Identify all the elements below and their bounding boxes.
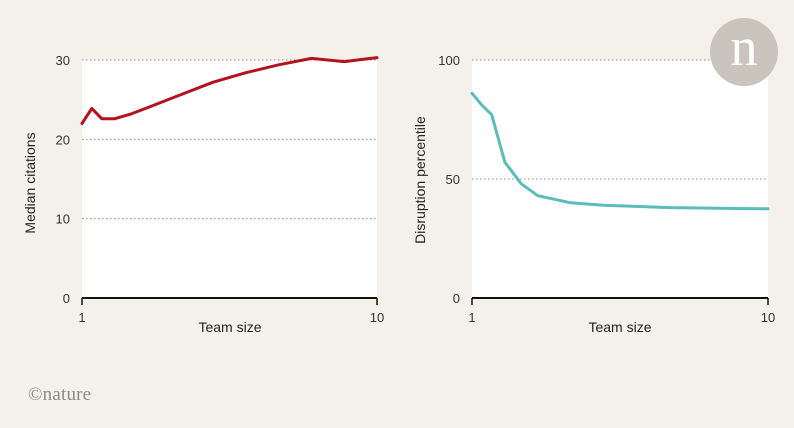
- series-line: [470, 91, 770, 211]
- y-tick-labels: 0 10 20 30: [56, 53, 70, 306]
- x-tick-label-last: 10: [761, 310, 775, 325]
- gridlines: [472, 59, 768, 180]
- x-tick-label-first: 1: [468, 310, 475, 325]
- chart-disruption-percentile: 0 50 100 1 10 Team size Disruption percent…: [412, 53, 775, 335]
- y-tick-label-0: 0: [453, 291, 460, 306]
- y-axis-label: Median citations: [22, 132, 38, 233]
- plot-area: [82, 60, 377, 298]
- credit-text: ©nature: [28, 384, 92, 405]
- x-axis-label: Team size: [588, 319, 651, 335]
- x-tick-label-last: 10: [370, 310, 384, 325]
- y-axis-label: Disruption percentile: [412, 116, 428, 244]
- nature-logo-icon: n: [710, 18, 778, 86]
- y-tick-label-100: 100: [438, 53, 460, 68]
- y-tick-label-10: 10: [56, 212, 70, 227]
- logo-letter: n: [730, 17, 758, 77]
- series-line: [80, 56, 379, 125]
- y-tick-label-20: 20: [56, 132, 70, 147]
- x-tick-label-first: 1: [78, 310, 85, 325]
- y-tick-labels: 0 50 100: [438, 53, 460, 306]
- y-tick-label-30: 30: [56, 53, 70, 68]
- series: [470, 91, 770, 211]
- y-tick-label-0: 0: [63, 291, 70, 306]
- series: [80, 56, 379, 125]
- x-axis-label: Team size: [198, 319, 261, 335]
- y-tick-label-50: 50: [446, 172, 460, 187]
- gridlines: [82, 59, 377, 220]
- chart-median-citations: 0 10 20 30 1 10 Team size Median citations: [22, 53, 384, 335]
